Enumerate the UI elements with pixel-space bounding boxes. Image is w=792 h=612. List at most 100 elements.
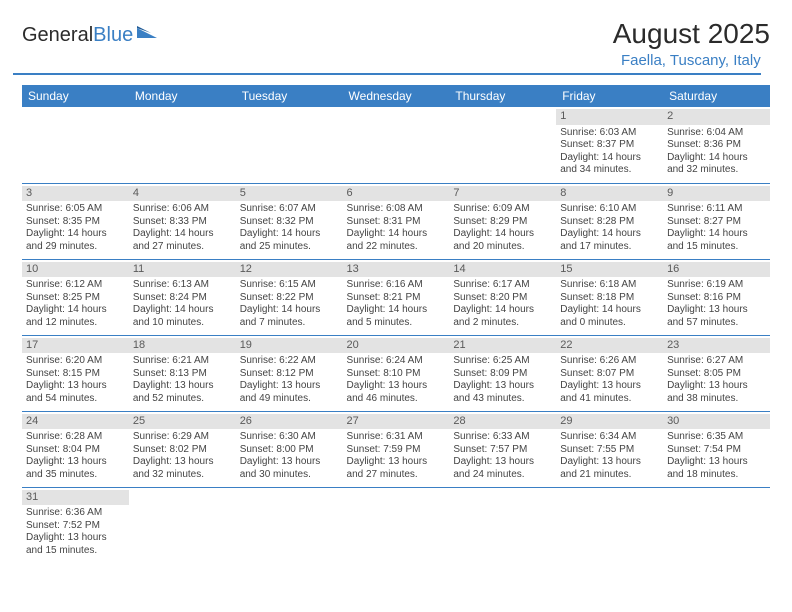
calendar-empty <box>556 487 663 563</box>
sunset-text: Sunset: 8:22 PM <box>240 292 339 305</box>
daylight-text: Daylight: 14 hours <box>453 304 552 317</box>
sunset-text: Sunset: 8:18 PM <box>560 292 659 305</box>
daylight-text: Daylight: 14 hours <box>26 228 125 241</box>
calendar-empty <box>449 487 556 563</box>
daylight-text: Daylight: 14 hours <box>560 304 659 317</box>
sunrise-text: Sunrise: 6:11 AM <box>667 203 766 216</box>
month-title: August 2025 <box>613 18 770 50</box>
daylight-text: and 30 minutes. <box>240 469 339 482</box>
daylight-text: Daylight: 13 hours <box>133 380 232 393</box>
daylight-text: Daylight: 13 hours <box>26 532 125 545</box>
calendar-week: 31Sunrise: 6:36 AMSunset: 7:52 PMDayligh… <box>22 487 770 563</box>
sunset-text: Sunset: 7:57 PM <box>453 444 552 457</box>
calendar-day: 26Sunrise: 6:30 AMSunset: 8:00 PMDayligh… <box>236 411 343 487</box>
sunset-text: Sunset: 8:10 PM <box>347 368 446 381</box>
sunset-text: Sunset: 8:02 PM <box>133 444 232 457</box>
sunset-text: Sunset: 8:09 PM <box>453 368 552 381</box>
calendar-day: 13Sunrise: 6:16 AMSunset: 8:21 PMDayligh… <box>343 259 450 335</box>
daylight-text: and 38 minutes. <box>667 393 766 406</box>
sunset-text: Sunset: 7:52 PM <box>26 520 125 533</box>
sunrise-text: Sunrise: 6:25 AM <box>453 355 552 368</box>
sunset-text: Sunset: 8:12 PM <box>240 368 339 381</box>
sunrise-text: Sunrise: 6:34 AM <box>560 431 659 444</box>
calendar-day: 27Sunrise: 6:31 AMSunset: 7:59 PMDayligh… <box>343 411 450 487</box>
day-number: 29 <box>556 414 663 430</box>
calendar-day: 5Sunrise: 6:07 AMSunset: 8:32 PMDaylight… <box>236 183 343 259</box>
calendar-day: 7Sunrise: 6:09 AMSunset: 8:29 PMDaylight… <box>449 183 556 259</box>
calendar-empty <box>236 487 343 563</box>
calendar-day: 22Sunrise: 6:26 AMSunset: 8:07 PMDayligh… <box>556 335 663 411</box>
sunset-text: Sunset: 8:24 PM <box>133 292 232 305</box>
daylight-text: and 35 minutes. <box>26 469 125 482</box>
day-header: Tuesday <box>236 85 343 107</box>
daylight-text: and 46 minutes. <box>347 393 446 406</box>
calendar-empty <box>343 487 450 563</box>
day-number: 26 <box>236 414 343 430</box>
calendar-empty <box>343 107 450 183</box>
day-number: 11 <box>129 262 236 278</box>
day-header: Saturday <box>663 85 770 107</box>
daylight-text: Daylight: 14 hours <box>240 228 339 241</box>
day-number: 13 <box>343 262 450 278</box>
day-number: 31 <box>22 490 129 506</box>
daylight-text: and 49 minutes. <box>240 393 339 406</box>
calendar-day: 9Sunrise: 6:11 AMSunset: 8:27 PMDaylight… <box>663 183 770 259</box>
day-number: 27 <box>343 414 450 430</box>
daylight-text: Daylight: 13 hours <box>560 456 659 469</box>
day-number: 7 <box>449 186 556 202</box>
daylight-text: Daylight: 13 hours <box>240 456 339 469</box>
daylight-text: Daylight: 13 hours <box>240 380 339 393</box>
sunrise-text: Sunrise: 6:31 AM <box>347 431 446 444</box>
daylight-text: Daylight: 13 hours <box>453 456 552 469</box>
calendar-empty <box>236 107 343 183</box>
sunset-text: Sunset: 8:29 PM <box>453 216 552 229</box>
calendar-day: 30Sunrise: 6:35 AMSunset: 7:54 PMDayligh… <box>663 411 770 487</box>
sunset-text: Sunset: 8:16 PM <box>667 292 766 305</box>
sunrise-text: Sunrise: 6:27 AM <box>667 355 766 368</box>
day-number: 14 <box>449 262 556 278</box>
calendar-day: 15Sunrise: 6:18 AMSunset: 8:18 PMDayligh… <box>556 259 663 335</box>
sunset-text: Sunset: 7:59 PM <box>347 444 446 457</box>
sunrise-text: Sunrise: 6:18 AM <box>560 279 659 292</box>
day-header-row: SundayMondayTuesdayWednesdayThursdayFrid… <box>22 85 770 107</box>
calendar-table: SundayMondayTuesdayWednesdayThursdayFrid… <box>22 85 770 563</box>
daylight-text: and 52 minutes. <box>133 393 232 406</box>
day-number: 30 <box>663 414 770 430</box>
calendar-day: 18Sunrise: 6:21 AMSunset: 8:13 PMDayligh… <box>129 335 236 411</box>
day-header: Monday <box>129 85 236 107</box>
calendar-day: 3Sunrise: 6:05 AMSunset: 8:35 PMDaylight… <box>22 183 129 259</box>
calendar-day: 29Sunrise: 6:34 AMSunset: 7:55 PMDayligh… <box>556 411 663 487</box>
day-number: 18 <box>129 338 236 354</box>
calendar-day: 4Sunrise: 6:06 AMSunset: 8:33 PMDaylight… <box>129 183 236 259</box>
daylight-text: and 15 minutes. <box>26 545 125 558</box>
daylight-text: Daylight: 14 hours <box>240 304 339 317</box>
sunrise-text: Sunrise: 6:28 AM <box>26 431 125 444</box>
calendar-empty <box>449 107 556 183</box>
sunrise-text: Sunrise: 6:33 AM <box>453 431 552 444</box>
daylight-text: Daylight: 13 hours <box>667 456 766 469</box>
header: GeneralBlue August 2025 Faella, Tuscany,… <box>22 18 770 75</box>
calendar-day: 12Sunrise: 6:15 AMSunset: 8:22 PMDayligh… <box>236 259 343 335</box>
location-text: Faella, Tuscany, Italy <box>13 52 761 75</box>
day-header: Sunday <box>22 85 129 107</box>
daylight-text: and 27 minutes. <box>347 469 446 482</box>
calendar-day: 10Sunrise: 6:12 AMSunset: 8:25 PMDayligh… <box>22 259 129 335</box>
calendar-day: 8Sunrise: 6:10 AMSunset: 8:28 PMDaylight… <box>556 183 663 259</box>
daylight-text: Daylight: 14 hours <box>667 152 766 165</box>
title-block: August 2025 Faella, Tuscany, Italy <box>613 18 770 75</box>
sunrise-text: Sunrise: 6:07 AM <box>240 203 339 216</box>
daylight-text: Daylight: 14 hours <box>26 304 125 317</box>
calendar-empty <box>129 487 236 563</box>
day-number: 2 <box>663 109 770 125</box>
sunset-text: Sunset: 8:32 PM <box>240 216 339 229</box>
daylight-text: and 5 minutes. <box>347 317 446 330</box>
daylight-text: and 34 minutes. <box>560 164 659 177</box>
day-number: 8 <box>556 186 663 202</box>
daylight-text: and 22 minutes. <box>347 241 446 254</box>
brand-logo: GeneralBlue <box>22 24 159 47</box>
daylight-text: and 29 minutes. <box>26 241 125 254</box>
day-number: 23 <box>663 338 770 354</box>
calendar-week: 1Sunrise: 6:03 AMSunset: 8:37 PMDaylight… <box>22 107 770 183</box>
sunrise-text: Sunrise: 6:36 AM <box>26 507 125 520</box>
daylight-text: and 0 minutes. <box>560 317 659 330</box>
